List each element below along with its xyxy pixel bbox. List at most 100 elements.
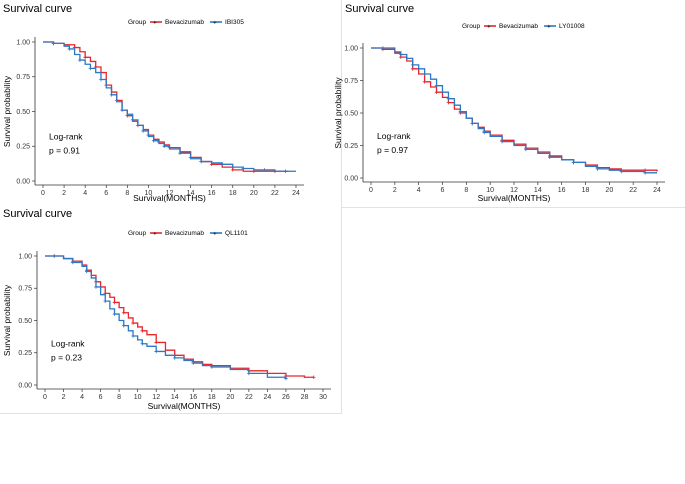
survival-curve-ibi305 bbox=[43, 41, 296, 172]
x-tick-label: 0 bbox=[369, 187, 373, 194]
x-axis-label: Survival(MONTHS) bbox=[478, 193, 551, 203]
y-tick-label: 0.50 bbox=[344, 110, 358, 117]
y-tick-label: 0.75 bbox=[344, 78, 358, 85]
survival-curve-ly01008 bbox=[371, 47, 657, 174]
censor-mark bbox=[210, 365, 214, 369]
x-tick-label: 28 bbox=[301, 394, 309, 401]
x-tick-label: 26 bbox=[282, 394, 290, 401]
x-tick-label: 4 bbox=[83, 190, 87, 197]
y-tick-label: 1.00 bbox=[344, 45, 358, 52]
logrank-label: Log-rank bbox=[51, 338, 85, 348]
legend-swatch-plus: + bbox=[213, 20, 217, 27]
censor-mark bbox=[220, 162, 225, 167]
censor-mark bbox=[434, 90, 439, 94]
censor-mark bbox=[284, 376, 288, 381]
censor-mark bbox=[410, 63, 415, 67]
legend-swatch-plus: + bbox=[487, 24, 491, 31]
x-tick-label: 20 bbox=[250, 190, 258, 197]
x-tick-label: 12 bbox=[152, 394, 160, 401]
logrank-label: Log-rank bbox=[49, 131, 83, 141]
censor-mark bbox=[410, 67, 415, 71]
x-tick-label: 8 bbox=[464, 187, 468, 194]
x-tick-label: 16 bbox=[208, 190, 216, 197]
x-tick-label: 24 bbox=[653, 187, 661, 194]
survival-curve-ql1101 bbox=[45, 255, 287, 379]
censor-mark bbox=[172, 356, 177, 360]
censor-mark bbox=[99, 77, 103, 82]
y-tick-label: 0.00 bbox=[16, 178, 30, 185]
y-tick-label: 0.75 bbox=[18, 286, 32, 293]
legend-title: Group bbox=[128, 19, 146, 26]
y-axis-label: Survival probability bbox=[333, 77, 343, 149]
x-tick-label: 22 bbox=[271, 190, 279, 197]
x-tick-label: 14 bbox=[534, 187, 542, 194]
censor-mark bbox=[140, 341, 145, 346]
censor-mark bbox=[83, 55, 87, 60]
x-tick-label: 2 bbox=[393, 187, 397, 194]
y-tick-label: 0.50 bbox=[18, 318, 32, 325]
censor-mark bbox=[398, 52, 403, 57]
legend-swatch-plus: + bbox=[153, 231, 157, 238]
censor-mark bbox=[178, 151, 182, 155]
x-tick-label: 30 bbox=[319, 394, 327, 401]
censor-mark bbox=[311, 375, 316, 380]
censor-mark bbox=[103, 299, 108, 303]
legend-label-2: LY01008 bbox=[559, 23, 585, 30]
x-tick-label: 10 bbox=[145, 190, 153, 197]
y-tick-label: 0.00 bbox=[18, 382, 32, 389]
censor-mark bbox=[446, 100, 451, 105]
censor-mark bbox=[458, 109, 463, 114]
x-axis-label: Survival(MONTHS) bbox=[148, 401, 221, 411]
p-value-label: p = 0.97 bbox=[377, 145, 408, 155]
survival-curve-bevacizumab bbox=[45, 255, 314, 378]
legend-label-1: Bevacizumab bbox=[165, 230, 204, 237]
x-tick-label: 16 bbox=[558, 187, 566, 194]
censor-mark bbox=[121, 323, 126, 328]
censor-mark bbox=[112, 300, 117, 305]
x-tick-label: 4 bbox=[417, 187, 421, 194]
censor-mark bbox=[434, 83, 439, 88]
x-tick-label: 24 bbox=[264, 394, 272, 401]
censor-mark bbox=[154, 349, 158, 354]
x-tick-label: 6 bbox=[99, 394, 103, 401]
legend-swatch-plus: + bbox=[213, 231, 217, 238]
legend-title: Group bbox=[128, 230, 146, 237]
x-tick-label: 20 bbox=[605, 187, 613, 194]
logrank-label: Log-rank bbox=[377, 131, 411, 141]
censor-mark bbox=[524, 147, 528, 152]
censor-mark bbox=[78, 58, 82, 62]
censor-mark bbox=[141, 129, 145, 133]
censor-mark bbox=[67, 47, 72, 51]
x-tick-label: 2 bbox=[62, 190, 66, 197]
y-axis-label: Survival probability bbox=[2, 75, 12, 147]
x-tick-label: 4 bbox=[80, 394, 84, 401]
censor-mark bbox=[130, 118, 135, 122]
censor-mark bbox=[422, 72, 427, 76]
legend-title: Group bbox=[462, 23, 480, 30]
chart-title: Survival curve bbox=[3, 3, 72, 15]
legend-label-2: IBI305 bbox=[225, 19, 244, 26]
legend-label-1: Bevacizumab bbox=[499, 23, 538, 30]
chart-panel-1: Survival curve Group + Bevacizumab + IBI305 0.… bbox=[2, 3, 304, 203]
legend-label-1: Bevacizumab bbox=[165, 19, 204, 26]
x-axis-label: Survival(MONTHS) bbox=[133, 193, 206, 203]
censor-mark bbox=[199, 159, 203, 164]
censor-mark bbox=[643, 171, 647, 175]
chart-panel-2: Survival curve Group + Bevacizumab + LY01008 0… bbox=[333, 3, 665, 203]
censor-mark bbox=[51, 41, 56, 46]
censor-mark bbox=[52, 254, 57, 258]
p-value-label: p = 0.23 bbox=[51, 352, 82, 362]
chart-title: Survival curve bbox=[3, 208, 72, 220]
y-tick-label: 0.00 bbox=[344, 175, 358, 182]
censor-mark bbox=[446, 96, 451, 101]
x-tick-label: 12 bbox=[166, 190, 174, 197]
x-tick-label: 20 bbox=[226, 394, 234, 401]
censor-mark bbox=[120, 108, 124, 112]
censor-mark bbox=[547, 155, 552, 159]
x-tick-label: 18 bbox=[582, 187, 590, 194]
censor-mark bbox=[131, 334, 135, 338]
censor-mark bbox=[283, 169, 288, 174]
legend-swatch-plus: + bbox=[153, 20, 157, 27]
survival-curve-bevacizumab bbox=[371, 47, 658, 172]
